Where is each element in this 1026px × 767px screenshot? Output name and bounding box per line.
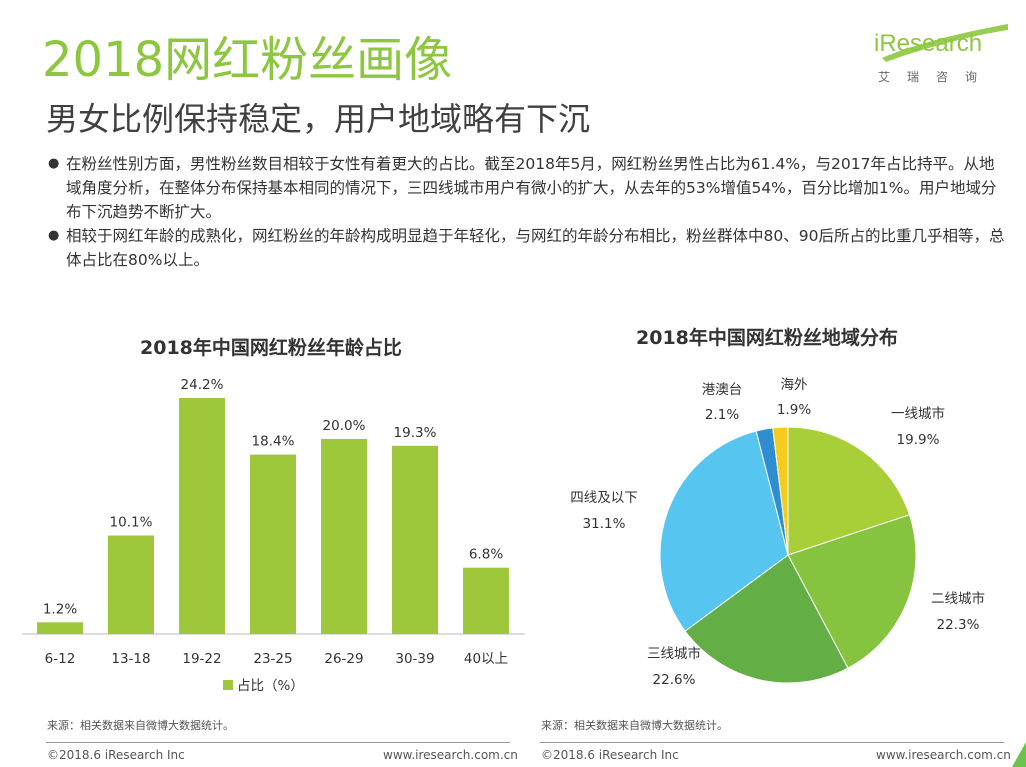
bullet-dot-icon: ●: [48, 228, 60, 243]
legend-label: 占比（%）: [237, 678, 304, 694]
x-tick-label: 6-12: [45, 651, 76, 667]
page-subtitle: 男女比例保持稳定，用户地域略有下沉: [46, 100, 591, 138]
bullet-text: 相较于网红年龄的成熟化，网红粉丝的年龄构成明显趋于年轻化，与网红的年龄分布相比，…: [66, 227, 1005, 269]
bar-value-label: 6.8%: [469, 547, 503, 563]
pie-slice-label: 三线城市: [647, 645, 701, 662]
bar-value-label: 24.2%: [181, 377, 224, 393]
age-bar-chart: 1.2% 6-12 10.1% 13-18 24.2% 19-22 18.4% 23-25 20…: [22, 377, 525, 694]
pie-chart-title: 2018年中国网红粉丝地域分布: [636, 327, 898, 349]
pie-slice-value: 22.6%: [653, 672, 696, 688]
bullet-dot-icon: ●: [48, 156, 60, 171]
pie-slice-value: 1.9%: [777, 402, 811, 418]
pie-slice-value: 2.1%: [705, 407, 739, 423]
bar-value-label: 1.2%: [43, 601, 77, 617]
copyright-left: ©2018.6 iResearch Inc: [47, 748, 185, 762]
bullet-item: ● 在粉丝性别方面，男性粉丝数目相较于女性有着更大的占比。截至2018年5月，网…: [46, 152, 1006, 224]
pie-slice: [772, 426, 789, 556]
bar-chart-title: 2018年中国网红粉丝年龄占比: [140, 337, 402, 359]
bar-value-label: 18.4%: [252, 434, 295, 450]
x-tick-label: 30-39: [395, 651, 434, 667]
pie-slice: [787, 426, 911, 556]
pie-slice-value: 19.9%: [897, 432, 940, 448]
iresearch-logo: iResearch 艾瑞咨询: [874, 24, 1010, 90]
logo-swoosh-icon: [882, 24, 1008, 62]
logo-tagline: 艾瑞咨询: [878, 70, 995, 84]
logo-brand: iResearch: [874, 30, 983, 57]
x-tick-label: 23-25: [253, 651, 292, 667]
bar-value-label: 10.1%: [110, 515, 153, 531]
pie-slice-label: 二线城市: [931, 590, 985, 607]
bar: [179, 398, 225, 634]
x-tick-label: 19-22: [182, 651, 221, 667]
bar-legend: 占比（%）: [223, 678, 304, 694]
pie-slice-value: 22.3%: [937, 617, 980, 633]
bullet-list: ● 在粉丝性别方面，男性粉丝数目相较于女性有着更大的占比。截至2018年5月，网…: [46, 152, 1006, 272]
bar: [321, 438, 367, 634]
pie-slice: [684, 554, 849, 684]
website-left: www.iresearch.com.cn: [383, 748, 518, 762]
bar-value-label: 19.3%: [394, 425, 437, 441]
footer-divider-left: [46, 742, 510, 743]
pie-slice-label: 海外: [781, 377, 809, 393]
bullet-text: 在粉丝性别方面，男性粉丝数目相较于女性有着更大的占比。截至2018年5月，网红粉…: [66, 155, 997, 221]
pie-slice: [787, 514, 917, 669]
legend-swatch: [223, 680, 233, 690]
pie-slice-label: 一线城市: [891, 405, 945, 422]
bullet-item: ● 相较于网红年龄的成熟化，网红粉丝的年龄构成明显趋于年轻化，与网红的年龄分布相…: [46, 224, 1006, 272]
source-note-left: 来源：相关数据来自微博大数据统计。: [47, 719, 234, 732]
x-tick-label: 13-18: [111, 651, 150, 667]
page-title: 2018网红粉丝画像: [42, 32, 453, 88]
copyright-right: ©2018.6 iResearch Inc: [541, 748, 679, 762]
pie-slice-label: 港澳台: [702, 382, 743, 398]
footer-divider-right: [540, 742, 1004, 743]
bar: [108, 535, 154, 634]
bar: [392, 445, 438, 634]
corner-accent-icon: [1012, 742, 1026, 767]
pie-slice-value: 31.1%: [583, 516, 626, 532]
pie-slice: [659, 430, 789, 632]
region-pie-chart: 一线城市 19.9% 二线城市 22.3% 三线城市 22.6% 四线及以下 31.1% 港澳台…: [570, 377, 985, 688]
x-tick-label: 26-29: [324, 651, 363, 667]
pie-slice-label: 四线及以下: [570, 490, 638, 506]
bar-value-label: 20.0%: [323, 418, 366, 434]
website-right: www.iresearch.com.cn: [876, 748, 1011, 762]
bar: [250, 454, 296, 634]
source-note-right: 来源：相关数据来自微博大数据统计。: [541, 719, 728, 732]
x-tick-label: 40以上: [464, 651, 508, 667]
bar: [463, 567, 509, 634]
bar: [37, 622, 83, 634]
